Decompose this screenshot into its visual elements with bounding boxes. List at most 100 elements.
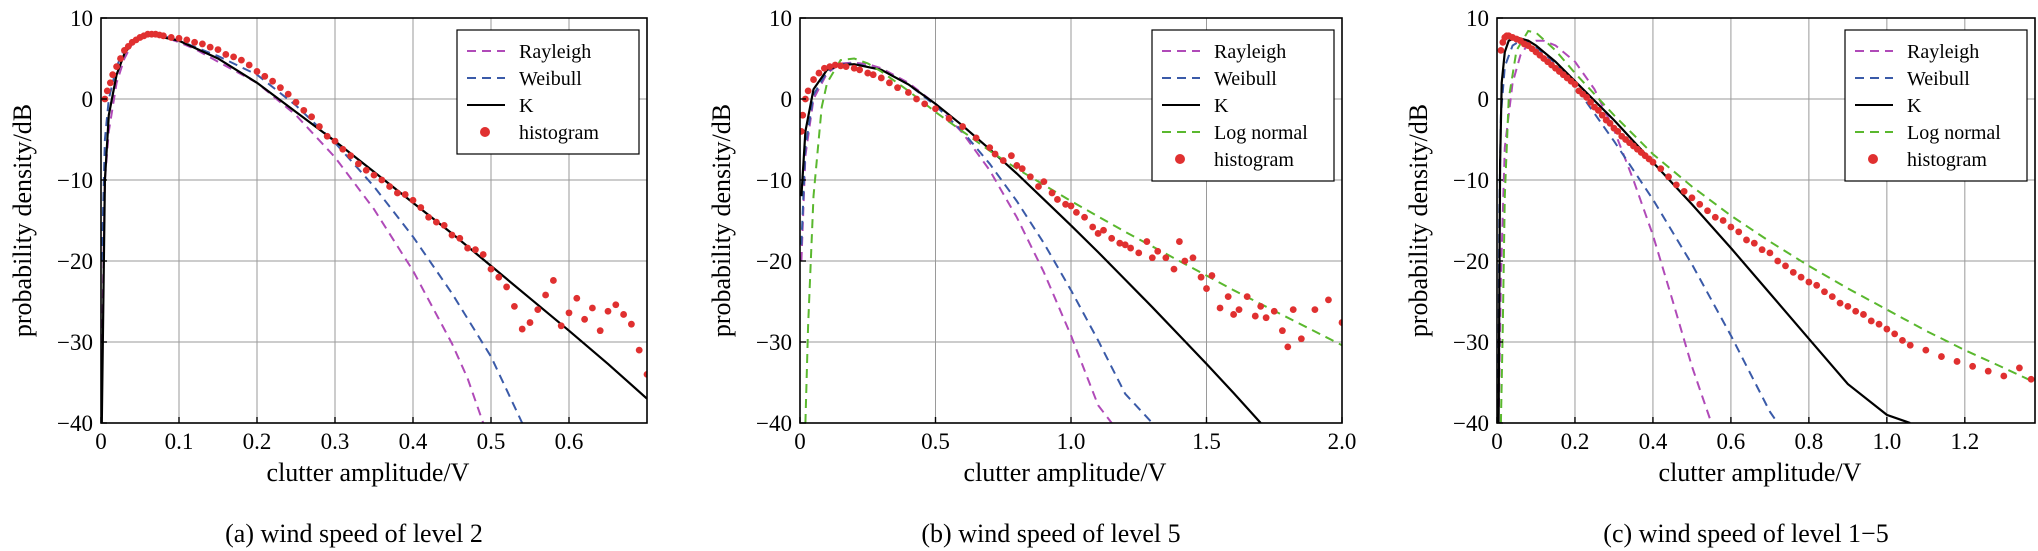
legend-label: Log normal — [1214, 122, 1308, 144]
histogram-point — [1197, 273, 1205, 281]
histogram-point — [1969, 362, 1977, 370]
histogram-point — [230, 53, 238, 61]
histogram-point — [534, 306, 542, 313]
histogram-point — [292, 98, 300, 106]
x-axis-label: clutter amplitude/V — [267, 458, 470, 487]
histogram-point — [1774, 257, 1782, 265]
x-tick-label: 0 — [95, 429, 107, 454]
histogram-point — [1821, 288, 1828, 296]
histogram-point — [1828, 293, 1836, 301]
histogram-point — [206, 43, 214, 51]
histogram-point — [1680, 187, 1688, 195]
histogram-point — [932, 105, 939, 113]
histogram-point — [472, 246, 479, 254]
histogram-point — [589, 304, 596, 312]
histogram-point — [815, 69, 823, 77]
histogram-point — [894, 84, 901, 92]
y-tick-label: 0 — [1478, 87, 1490, 112]
y-tick-label: −40 — [756, 411, 792, 436]
histogram-point — [175, 34, 183, 42]
series-rayleigh-line — [800, 61, 1113, 423]
series-histogram — [1497, 32, 2035, 383]
histogram-point — [269, 77, 276, 85]
histogram-point — [804, 87, 812, 95]
histogram-point — [1311, 306, 1319, 313]
histogram-point — [2027, 375, 2035, 383]
histogram-point — [800, 128, 805, 135]
legend-label: K — [1907, 95, 1922, 117]
x-tick-label: 1.0 — [1872, 429, 1901, 454]
histogram-point — [1875, 320, 1883, 328]
histogram-point — [1766, 249, 1774, 257]
x-tick-label: 0.6 — [1717, 429, 1746, 454]
histogram-point — [921, 100, 929, 108]
histogram-point — [1148, 254, 1156, 262]
histogram-point — [1262, 314, 1270, 322]
plot-frame — [1496, 17, 2036, 424]
series-log-normal-line — [804, 57, 1342, 423]
histogram-point — [331, 137, 339, 145]
histogram-point — [1251, 312, 1259, 320]
x-tick-label: 1.0 — [1057, 429, 1086, 454]
histogram-point — [1735, 228, 1743, 236]
histogram-point — [1813, 281, 1821, 289]
histogram-point — [2000, 372, 2008, 380]
histogram-point — [837, 62, 845, 70]
histogram-point — [1297, 335, 1305, 343]
histogram-point — [945, 115, 953, 122]
x-tick-label: 1.5 — [1192, 429, 1221, 454]
histogram-point — [526, 319, 534, 326]
histogram-point — [1235, 306, 1243, 313]
histogram-point — [913, 95, 920, 103]
histogram-point — [355, 160, 362, 168]
histogram-point — [1270, 307, 1278, 315]
panel-caption: (a) wind speed of level 2 — [225, 519, 483, 548]
histogram-point — [986, 144, 994, 152]
histogram-point — [1727, 223, 1735, 231]
histogram-point — [573, 294, 581, 302]
x-tick-label: 0.5 — [477, 429, 506, 454]
histogram-point — [1284, 343, 1292, 351]
histogram-point — [103, 87, 111, 95]
histogram-point — [160, 32, 167, 40]
histogram-point — [864, 69, 872, 77]
histogram-point — [222, 51, 230, 58]
histogram-point — [1230, 311, 1237, 318]
histogram-point — [1162, 254, 1170, 262]
y-axis-label: probability density/dB — [1404, 104, 1433, 337]
histogram-point — [905, 89, 912, 96]
histogram-point — [1688, 194, 1696, 202]
histogram-point — [308, 113, 315, 121]
histogram-point — [1062, 200, 1069, 208]
histogram-point — [826, 63, 834, 70]
legend-marker-histogram — [480, 127, 490, 137]
legend-label: Rayleigh — [1907, 41, 1979, 63]
legend-label: Log normal — [1907, 122, 2001, 144]
histogram-point — [1860, 311, 1867, 318]
histogram-point — [1719, 217, 1727, 224]
x-axis-label: clutter amplitude/V — [964, 458, 1167, 487]
histogram-point — [1497, 47, 1505, 54]
chart-panel-1: 0 0.1 0.2 0.3 0.4 0.5 0.6 −40 −30 −20 −10 0 10 clutte… — [8, 6, 648, 548]
histogram-point — [1243, 293, 1251, 301]
histogram-point — [1906, 341, 1914, 349]
histogram-point — [635, 346, 643, 354]
legend-label: Rayleigh — [519, 41, 591, 63]
y-tick-label: 0 — [82, 87, 94, 112]
y-tick-label: −30 — [756, 330, 792, 355]
x-tick-label: 0.8 — [1795, 429, 1824, 454]
panel-caption: (c) wind speed of level 1−5 — [1603, 519, 1888, 548]
series-weibull-line — [800, 62, 1154, 423]
histogram-point — [1278, 327, 1286, 335]
histogram-point — [487, 265, 495, 273]
histogram-point — [856, 66, 864, 74]
panel-caption: (b) wind speed of level 5 — [921, 519, 1180, 548]
series-rayleigh-line — [101, 32, 485, 423]
histogram-point — [1891, 330, 1899, 338]
histogram-point — [167, 34, 175, 41]
histogram-point — [183, 36, 191, 44]
chart-panel-2: 0 0.5 1.0 1.5 2.0 −40 −30 −20 −10 0 10 clutter ampl… — [707, 6, 1356, 548]
histogram-point — [620, 311, 627, 318]
histogram-point — [1594, 106, 1602, 114]
chart-panel-3: 0 0.2 0.4 0.6 0.8 1.0 1.2 −40 −30 −20 −10 0 10 clutte… — [1404, 6, 2036, 548]
